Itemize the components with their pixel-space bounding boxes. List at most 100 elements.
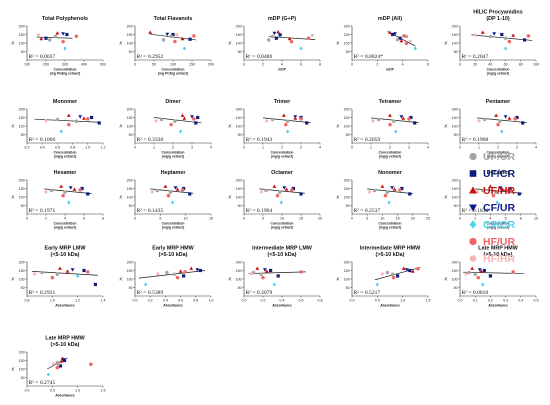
data-point	[262, 268, 267, 272]
chart-panel-11: Hexamer 50 100 150 200 K 0 2 4 6 8 Concentration (mg…	[12, 170, 104, 230]
y-axis-label: K	[445, 195, 449, 200]
chart-panel-3: mDP (G+P) 50 100 150 200 K 0 2 4 6 8 mDP R² = 0.0480	[229, 16, 321, 72]
data-point	[36, 33, 41, 37]
y-tick-label: 100	[236, 124, 242, 128]
y-tick-label: 150	[236, 187, 242, 191]
data-point	[477, 119, 481, 123]
r-squared-label: R² = 0.1830	[462, 208, 489, 214]
y-tick-label: 50	[129, 204, 133, 208]
y-tick-label: 100	[127, 277, 133, 281]
chart-panel-20: Late MRP HMW (>5-10 kDa) 50 100 150 200 K 0.0 0.…	[445, 246, 539, 308]
data-point	[44, 36, 48, 40]
data-point	[511, 270, 515, 274]
data-point	[272, 31, 277, 36]
data-point	[477, 268, 482, 272]
x-tick-label: 2	[172, 145, 174, 149]
x-tick-label: 100	[170, 62, 176, 66]
x-tick-label: 6	[427, 62, 429, 66]
trend-line	[471, 34, 533, 41]
y-tick-label: 150	[19, 116, 25, 120]
legend-label: HF/HR	[483, 253, 515, 265]
y-tick-label: 150	[344, 116, 350, 120]
data-point	[299, 270, 303, 274]
y-tick-label: 100	[19, 41, 25, 45]
r-squared-label: R² = 0.8824*	[354, 54, 384, 60]
y-tick-label: 150	[127, 187, 133, 191]
data-point	[44, 190, 48, 194]
x-tick-label: 8	[520, 216, 522, 220]
r-squared-label: R² = 0.0480	[246, 54, 273, 60]
x-tick-label: 0.8	[70, 145, 75, 149]
chart-panel-9: Tetramer 50 100 150 200 K 0 1 2 3 4 Concentration (m…	[337, 99, 429, 159]
data-point	[464, 272, 468, 276]
x-tick-label: 0.8	[318, 298, 323, 302]
x-axis-label: mDP	[386, 68, 394, 72]
data-point	[401, 266, 406, 270]
x-tick-label: 10	[534, 216, 538, 220]
x-tick-label: 4	[319, 145, 321, 149]
x-axis-label: Absorbance	[55, 394, 75, 398]
data-point	[492, 32, 497, 36]
legend-marker	[469, 170, 477, 177]
y-tick-label: 50	[454, 133, 458, 137]
x-tick-label: 0.0	[350, 298, 355, 302]
r-squared-label: R² = 0.1971	[29, 208, 56, 214]
data-point	[55, 272, 60, 276]
y-tick-label: 100	[236, 195, 242, 199]
r-squared-label: R² = 0.2745	[29, 380, 56, 386]
r-squared-label: R² = 0.2931	[29, 290, 56, 296]
y-tick-label: 150	[127, 116, 133, 120]
y-tick-label: 200	[19, 260, 25, 264]
x-tick-label: 0.0	[242, 298, 247, 302]
data-point	[299, 117, 303, 121]
x-tick-label: 400	[81, 62, 87, 66]
data-point	[507, 39, 512, 44]
data-point	[380, 272, 385, 276]
legend-marker	[469, 204, 477, 212]
panel-title: mDP (All)	[378, 16, 402, 22]
data-point	[53, 34, 58, 39]
data-point	[255, 266, 260, 270]
y-tick-label: 150	[19, 269, 25, 273]
data-point	[504, 46, 508, 51]
x-tick-label: 0	[459, 145, 461, 149]
x-tick-label: 8	[319, 62, 321, 66]
data-point	[65, 269, 70, 273]
y-tick-label: 200	[344, 178, 350, 182]
data-point	[62, 358, 67, 363]
data-point	[166, 193, 171, 198]
x-tick-label: 0.8	[25, 298, 30, 302]
legend-label: UF/CR	[483, 168, 515, 180]
data-point	[78, 115, 83, 119]
x-tick-label: 3	[408, 145, 410, 149]
panel-title: Pentamer	[486, 99, 511, 105]
y-tick-label: 50	[346, 50, 350, 54]
x-tick-label: 300	[62, 62, 68, 66]
data-point	[264, 188, 268, 193]
y-tick-label: 200	[236, 178, 242, 182]
x-axis-label: Absorbance	[272, 304, 292, 308]
y-tick-label: 50	[21, 133, 25, 137]
x-tick-label: 1	[370, 145, 372, 149]
data-point	[192, 117, 196, 121]
data-point	[400, 186, 404, 191]
y-axis-label: K	[229, 41, 233, 46]
data-point	[189, 266, 194, 270]
data-point	[198, 268, 202, 273]
panel-title: Monomer	[53, 99, 78, 105]
data-point	[410, 269, 415, 273]
data-point	[180, 188, 185, 192]
x-tick-label: 20	[473, 62, 477, 66]
data-point	[165, 270, 169, 275]
y-axis-label: K	[12, 195, 16, 200]
data-point	[413, 46, 417, 51]
chart-panel-8: Trimer 50 100 150 200 K 0 1 2 3 4 Concentration (mg/…	[229, 99, 321, 159]
data-point	[180, 36, 185, 41]
panel-title: HILIC Procyanidins (DP 1-10)	[473, 10, 522, 23]
data-point	[173, 119, 177, 123]
x-axis-label: Absorbance	[380, 304, 400, 308]
x-tick-label: 0.6	[299, 298, 304, 302]
data-point	[165, 32, 170, 37]
legend-item-cf-cr: CF/CR	[469, 219, 515, 231]
y-tick-label: 50	[129, 286, 133, 290]
